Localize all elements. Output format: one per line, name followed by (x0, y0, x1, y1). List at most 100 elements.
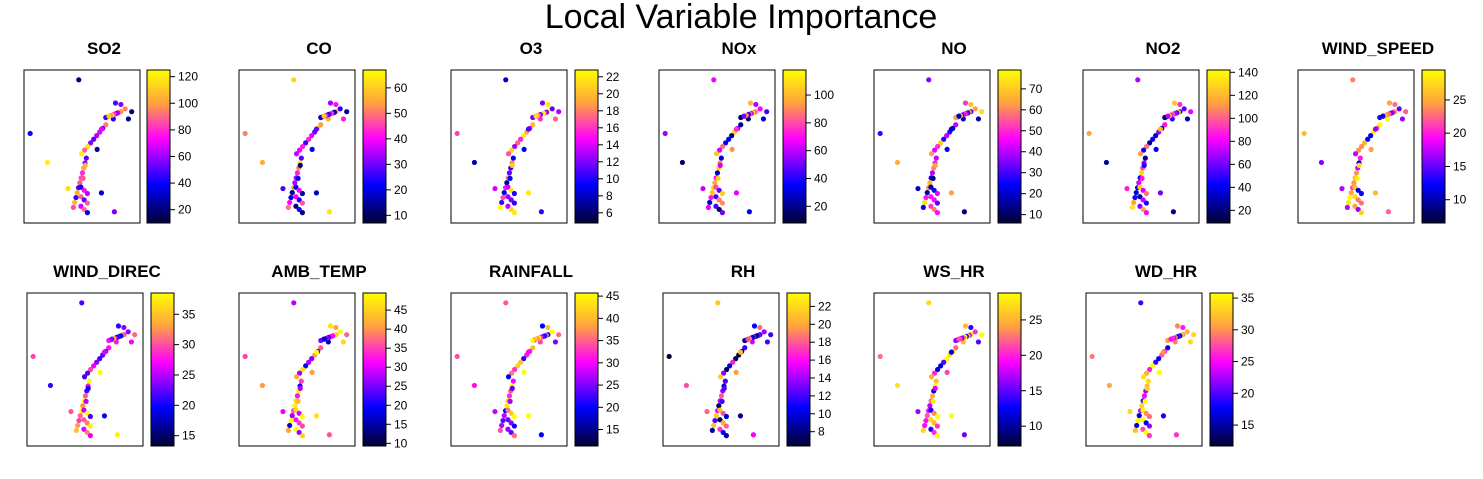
station-point (309, 356, 315, 362)
station-point (293, 426, 299, 432)
station-point (539, 323, 546, 329)
station-point (293, 407, 299, 413)
station-point (295, 175, 301, 181)
station-point (521, 369, 527, 375)
station-point (1153, 133, 1159, 139)
station-point (713, 184, 719, 190)
station-point (927, 403, 933, 409)
station-point (296, 147, 303, 153)
station-point (753, 101, 759, 108)
station-point (97, 369, 103, 375)
colorbar-tick-label: 35 (1241, 291, 1255, 305)
colorbar-tick-label: 18 (818, 335, 832, 349)
station-point (303, 363, 309, 369)
colorbar-tick-label: 60 (178, 149, 192, 163)
station-point (719, 398, 725, 404)
station-point (1170, 209, 1176, 215)
map-frame (23, 69, 141, 224)
station-point (1352, 194, 1358, 200)
station-point (931, 370, 938, 376)
station-point (877, 130, 883, 137)
station-point (84, 410, 90, 416)
colorbar-tick-label: 20 (1241, 386, 1255, 400)
station-point (737, 413, 744, 419)
station-point (122, 106, 128, 112)
station-point (922, 199, 928, 206)
station-point (956, 113, 962, 119)
station-point (662, 130, 668, 137)
station-point (556, 109, 562, 115)
panel-amb-temp: AMB_TEMP 10 15 20 25 30 35 40 45 (238, 262, 408, 450)
station-point (84, 210, 90, 216)
station-point (1140, 187, 1146, 193)
station-point (85, 143, 91, 150)
station-point (1160, 349, 1167, 355)
station-point (84, 420, 90, 426)
station-point (74, 190, 80, 196)
station-point (87, 423, 93, 429)
station-point (530, 345, 536, 351)
station-point (288, 417, 294, 424)
station-point (300, 143, 306, 150)
station-point (509, 385, 515, 391)
station-point (1156, 356, 1162, 362)
station-point (86, 378, 92, 384)
station-point (508, 187, 514, 193)
station-point (81, 147, 88, 153)
station-point (1138, 300, 1144, 306)
station-point (313, 413, 320, 419)
panel-so2: SO2 20 40 60 80 100 120 (23, 39, 198, 224)
colorbar-tick-label: 40 (1029, 145, 1043, 159)
panel-wind-direc: WIND_DIREC 15 20 25 30 35 (26, 262, 196, 447)
station-point (73, 194, 79, 201)
station-point (87, 433, 93, 439)
station-point (920, 427, 926, 433)
colorbar (1209, 292, 1234, 447)
station-point (296, 197, 302, 203)
station-point (1140, 374, 1147, 380)
station-point (97, 356, 103, 362)
station-point (510, 155, 516, 161)
station-point (711, 77, 717, 83)
station-point (679, 159, 686, 166)
station-point (87, 413, 93, 420)
station-point (313, 190, 320, 196)
colorbar-tick-label: 45 (606, 289, 620, 303)
station-point (309, 369, 315, 375)
panel-title: WIND_DIREC (53, 262, 161, 281)
station-point (511, 190, 517, 197)
colorbar-tick-label: 10 (606, 172, 620, 186)
station-point (928, 426, 934, 432)
station-point (1181, 106, 1187, 112)
station-point (454, 353, 460, 360)
station-point (944, 356, 950, 362)
station-point (953, 345, 959, 351)
station-point (76, 77, 82, 83)
station-point (326, 209, 332, 215)
station-point (77, 413, 83, 419)
colorbar-tick-label: 120 (1238, 88, 1258, 102)
station-point (129, 109, 135, 115)
station-point (1399, 116, 1406, 122)
station-point (683, 382, 690, 389)
station-point (293, 194, 299, 200)
station-point (309, 133, 315, 139)
station-point (81, 417, 87, 423)
station-point (717, 417, 723, 423)
station-point (507, 175, 513, 181)
colorbar-tick-label: 20 (606, 400, 620, 414)
station-point (84, 200, 90, 206)
station-point (505, 203, 511, 209)
panel-title: WD_HR (1135, 262, 1197, 281)
map-frame (1082, 69, 1200, 224)
station-point (510, 378, 516, 384)
station-point (700, 185, 706, 192)
colorbar-tick-label: 20 (1238, 203, 1252, 217)
station-point (928, 417, 934, 423)
station-point (972, 106, 978, 112)
station-point (115, 323, 122, 329)
station-point (720, 429, 726, 436)
station-point (295, 398, 301, 404)
colorbar-tick-label: 10 (1029, 419, 1043, 433)
